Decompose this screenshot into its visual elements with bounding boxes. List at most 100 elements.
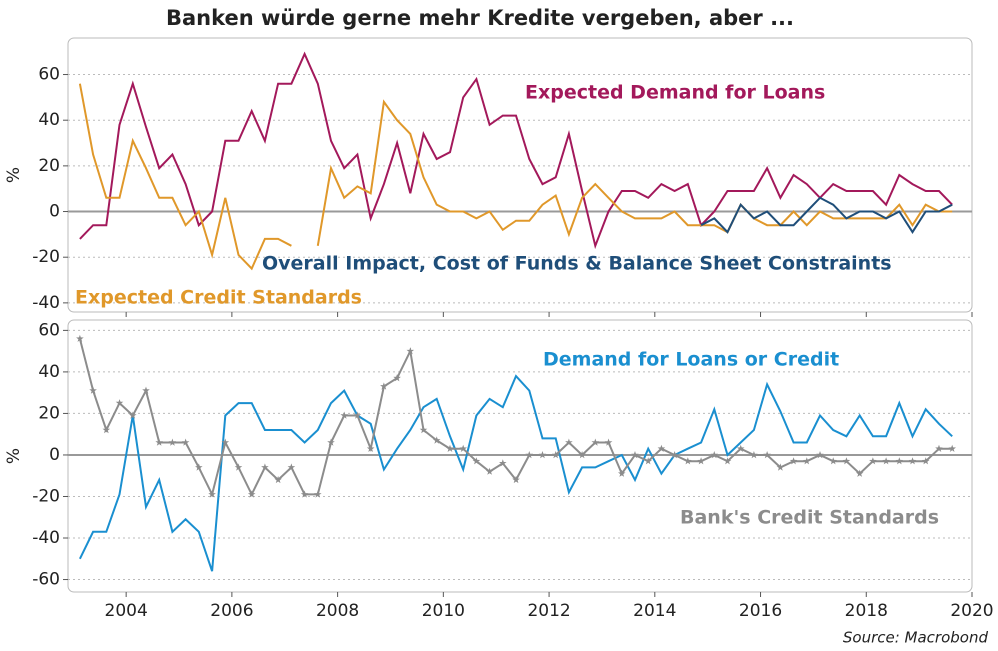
point-marker [551, 451, 560, 459]
x-tick-label: 2006 [210, 601, 253, 621]
point-marker [908, 457, 917, 465]
point-marker [710, 451, 719, 459]
series-label: Overall Impact, Cost of Funds & Balance … [262, 253, 892, 275]
point-marker [340, 411, 348, 419]
point-marker [684, 457, 692, 465]
point-marker [208, 490, 216, 498]
point-marker [657, 444, 666, 452]
x-tick-label: 2012 [527, 601, 570, 621]
x-tick-label: 2010 [422, 601, 465, 621]
y-tick-label: 40 [38, 110, 60, 130]
y-tick-label: -40 [32, 528, 60, 548]
point-marker [195, 463, 203, 471]
point-marker [419, 426, 428, 434]
point-marker [855, 469, 864, 477]
point-marker [948, 444, 956, 452]
point-marker [406, 347, 415, 355]
point-marker [300, 490, 309, 498]
point-marker [525, 451, 534, 459]
y-tick-label: -20 [32, 486, 60, 506]
point-marker [803, 457, 811, 465]
point-marker [327, 438, 335, 446]
source: Source: Macrobond [843, 629, 989, 647]
point-marker [644, 457, 652, 465]
point-marker [604, 438, 613, 446]
y-tick-label: 60 [38, 320, 60, 340]
point-marker [459, 444, 467, 452]
point-marker [155, 438, 163, 446]
point-marker [142, 386, 150, 394]
point-marker [578, 451, 586, 459]
point-marker [432, 436, 441, 444]
y-tick-label: 20 [38, 403, 60, 423]
y-tick-label: 40 [38, 362, 60, 382]
x-tick-label: 2004 [105, 601, 148, 621]
point-marker [869, 457, 877, 465]
point-marker [816, 451, 824, 459]
series-label: Bank's Credit Standards [680, 507, 939, 529]
x-tick-label: 2020 [950, 601, 993, 621]
y-tick-label: -40 [32, 293, 60, 313]
series-line [78, 83, 953, 271]
point-marker [287, 463, 296, 471]
point-marker [921, 457, 930, 465]
x-tick-label: 2014 [633, 601, 676, 621]
point-marker [895, 457, 904, 465]
point-marker [829, 457, 837, 465]
point-marker [565, 438, 573, 446]
series-line [700, 196, 953, 234]
point-marker [631, 451, 639, 459]
point-marker [234, 463, 243, 471]
point-marker [129, 411, 137, 419]
point-marker [499, 459, 507, 467]
x-tick-label: 2016 [739, 601, 782, 621]
series-line [79, 51, 953, 250]
point-marker [485, 467, 494, 475]
y-axis-label: % [4, 167, 24, 183]
y-tick-label: 60 [38, 65, 60, 85]
point-marker [935, 444, 943, 452]
point-marker [538, 451, 547, 459]
point-marker [181, 438, 190, 446]
point-marker [723, 457, 732, 465]
point-marker [512, 475, 520, 484]
point-marker [618, 469, 626, 477]
point-marker [446, 444, 454, 452]
x-tick-label: 2018 [845, 601, 888, 621]
point-marker [591, 438, 600, 446]
panel-frame [67, 37, 973, 313]
point-marker [314, 490, 322, 498]
y-tick-label: -20 [32, 247, 60, 267]
point-marker [776, 463, 785, 471]
series-label: Demand for Loans or Credit [543, 349, 839, 371]
point-marker [882, 457, 890, 465]
point-marker [247, 490, 256, 498]
point-marker [76, 334, 84, 342]
series-line [79, 374, 953, 572]
point-marker [366, 444, 375, 452]
point-marker [274, 475, 282, 484]
point-marker [789, 457, 798, 465]
point-marker [221, 438, 230, 446]
y-tick-label: -60 [32, 570, 60, 590]
point-marker [353, 411, 362, 419]
point-marker [261, 463, 269, 471]
point-marker [168, 438, 177, 446]
point-marker [89, 386, 97, 394]
y-tick-label: 0 [49, 445, 60, 465]
series-label: Expected Demand for Loans [525, 82, 825, 104]
y-tick-label: 0 [49, 202, 60, 222]
point-marker [393, 374, 401, 382]
y-axis-label: % [4, 448, 24, 464]
point-marker [472, 457, 481, 465]
point-marker [842, 457, 851, 465]
point-marker [697, 457, 705, 465]
point-marker [670, 451, 679, 459]
point-marker [750, 451, 758, 459]
y-tick-label: 20 [38, 156, 60, 176]
point-marker [736, 444, 745, 452]
x-tick-label: 2008 [316, 601, 359, 621]
point-marker [115, 399, 124, 407]
panel-frame [67, 319, 973, 593]
